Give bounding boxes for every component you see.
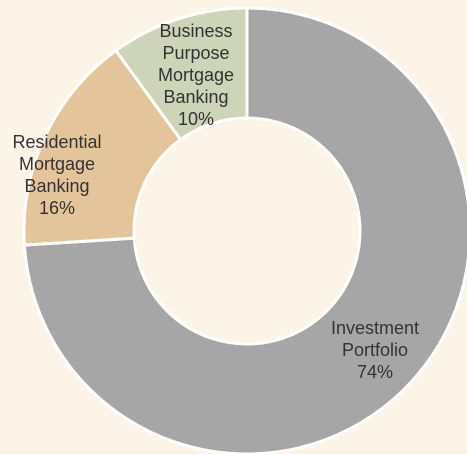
slice bbox=[22, 48, 183, 247]
value-label: 16% bbox=[38, 198, 76, 218]
value-label: 10% bbox=[177, 109, 215, 129]
slice-label: Business Purpose Mortgage Banking 10% bbox=[158, 20, 234, 130]
slice-label: Residential Mortgage Banking 16% bbox=[12, 131, 101, 219]
category-name: Residential Mortgage Banking bbox=[12, 132, 102, 196]
slice bbox=[22, 6, 467, 454]
category-name: Investment Portfolio bbox=[330, 318, 420, 360]
value-label: 74% bbox=[356, 362, 394, 382]
slice bbox=[113, 6, 249, 142]
category-name: Business Purpose Mortgage Banking bbox=[157, 21, 235, 107]
slice-label: Investment Portfolio 74% bbox=[331, 317, 419, 383]
